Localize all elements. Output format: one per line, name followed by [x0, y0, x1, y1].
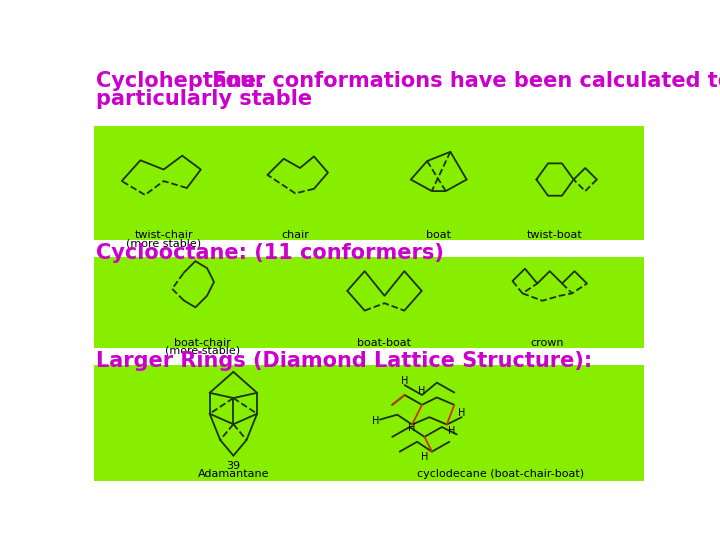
Text: chair: chair — [282, 231, 310, 240]
Text: particularly stable: particularly stable — [96, 90, 312, 110]
Text: Adamantane: Adamantane — [197, 469, 269, 479]
Text: H: H — [418, 386, 426, 396]
Text: Cycloheptane:: Cycloheptane: — [96, 71, 264, 91]
Text: H: H — [408, 423, 415, 433]
Text: (more stable): (more stable) — [126, 238, 201, 248]
Text: Cyclooctane: (11 conformers): Cyclooctane: (11 conformers) — [96, 244, 444, 264]
Bar — [94, 126, 644, 240]
Bar — [94, 257, 644, 348]
Text: H: H — [420, 451, 428, 462]
Text: H: H — [448, 426, 456, 436]
Bar — [94, 365, 644, 481]
Text: boat: boat — [426, 231, 451, 240]
Text: crown: crown — [531, 338, 564, 348]
Text: twist-chair: twist-chair — [135, 231, 193, 240]
Text: twist-boat: twist-boat — [527, 231, 583, 240]
Text: boat-chair: boat-chair — [174, 338, 231, 348]
Text: H: H — [401, 376, 408, 387]
Text: H: H — [372, 416, 380, 426]
Text: cyclodecane (boat-chair-boat): cyclodecane (boat-chair-boat) — [417, 469, 585, 479]
Text: Four conformations have been calculated to be: Four conformations have been calculated … — [204, 71, 720, 91]
Text: (more stable): (more stable) — [165, 346, 240, 356]
Text: H: H — [458, 408, 465, 418]
Text: boat-boat: boat-boat — [358, 338, 412, 348]
Text: Larger Rings (Diamond Lattice Structure):: Larger Rings (Diamond Lattice Structure)… — [96, 351, 593, 371]
Text: 39: 39 — [226, 461, 240, 471]
